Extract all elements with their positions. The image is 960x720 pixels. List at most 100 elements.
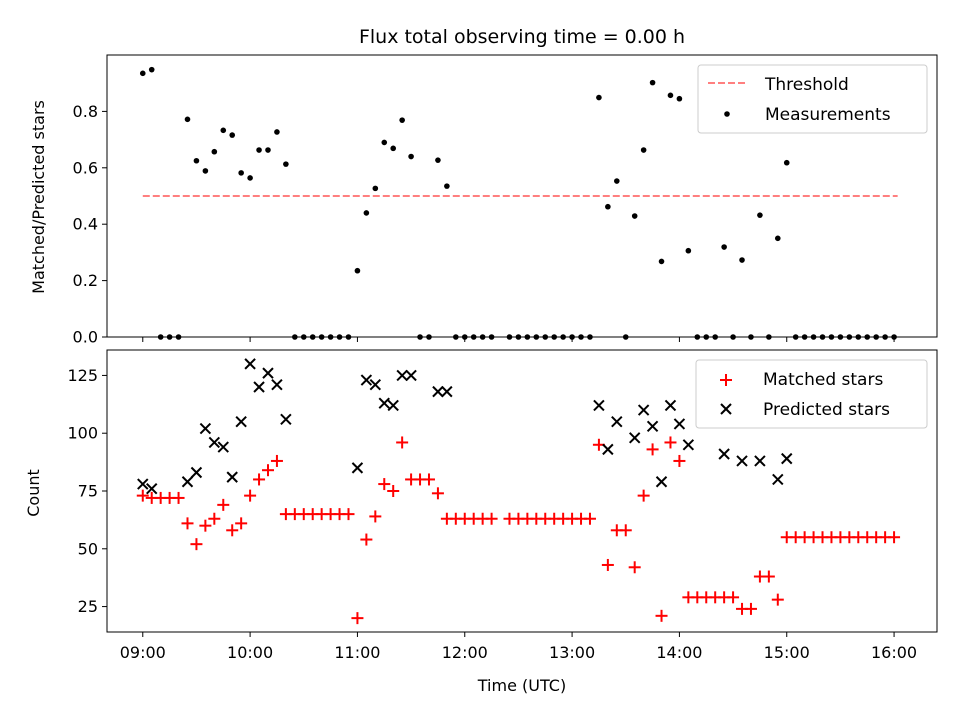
measurement-point	[363, 210, 370, 216]
matched-stars-point	[744, 602, 757, 615]
measurement-point	[372, 185, 379, 192]
bottom-axis-ticks: 09:00 10:00 11:00 12:00 13:00 14:00 15:00 16:00…	[67, 366, 917, 662]
predicted-stars-point	[593, 399, 605, 412]
matched-stars-point	[270, 454, 283, 467]
top-axis-ticks: 0.0 0.2 0.4 0.6 0.8	[73, 102, 895, 347]
bottom-x-axis-label: Time (UTC)	[477, 676, 566, 695]
measurement-point	[408, 153, 414, 160]
measurement-point	[139, 70, 146, 77]
predicted-stars-point	[781, 452, 793, 465]
legend-measurements-label: Measurements	[765, 105, 891, 125]
matched-stars-point	[190, 538, 203, 551]
predicted-stars-point	[226, 471, 238, 483]
measurement-point	[211, 148, 218, 155]
predicted-stars-point	[602, 443, 614, 456]
matched-stars-point	[217, 498, 230, 511]
legend-measurements-marker	[724, 111, 730, 117]
top-y-tick-label: 0.4	[73, 215, 98, 234]
matched-stars-point	[637, 489, 650, 502]
bottom-y-tick-label: 25	[78, 597, 98, 616]
predicted-stars-point	[682, 439, 695, 451]
matched-stars-point	[771, 593, 784, 606]
measurement-point	[283, 161, 289, 167]
matched-stars-point	[181, 517, 194, 530]
bottom-x-tick-label: 13:00	[549, 643, 595, 662]
predicted-stars-point	[217, 441, 229, 453]
measurement-point	[184, 116, 191, 123]
predicted-stars-point	[253, 381, 265, 393]
matched-stars-point	[646, 443, 659, 456]
bottom-y-tick-label: 50	[78, 539, 98, 558]
bottom-x-tick-label: 09:00	[120, 643, 166, 662]
matched-stars-point	[673, 454, 686, 467]
measurement-point	[390, 145, 397, 152]
predicted-stars-point	[235, 415, 247, 428]
predicted-stars-point	[718, 448, 730, 460]
predicted-stars-point	[208, 436, 221, 449]
measurement-point	[229, 132, 236, 138]
matched-stars-point	[664, 436, 677, 449]
matched-stars-point	[422, 473, 435, 486]
matched-stars-point	[485, 512, 498, 525]
top-y-tick-label: 0.0	[73, 328, 98, 347]
predicted-stars-point	[199, 422, 212, 435]
matched-stars-point	[378, 478, 391, 491]
predicted-stars-point	[736, 455, 748, 467]
measurement-point	[399, 117, 405, 123]
top-axes-frame	[106, 54, 938, 338]
bottom-y-tick-label: 125	[67, 366, 98, 385]
measurement-point	[631, 213, 638, 219]
measurement-point	[274, 129, 280, 135]
bottom-y-tick-label: 100	[67, 424, 98, 443]
bottom-legend-box	[695, 359, 928, 429]
matched-stars-point	[261, 464, 274, 477]
measurement-point	[614, 178, 620, 184]
predicted-stars-point	[628, 432, 641, 444]
measurement-point	[739, 257, 745, 263]
predicted-stars-point	[405, 369, 417, 382]
matched-stars-point	[628, 561, 641, 574]
measurement-point	[605, 203, 611, 210]
matched-stars-point	[244, 489, 257, 502]
matched-stars-point	[199, 519, 212, 532]
matched-stars-point	[431, 487, 444, 500]
matched-stars-point	[172, 491, 185, 504]
measurement-point	[354, 267, 361, 274]
matched-stars-point	[351, 612, 364, 625]
measurement-point	[649, 79, 656, 86]
measurement-point	[685, 247, 692, 254]
matched-stars-point	[387, 485, 400, 497]
matched-stars-point	[583, 512, 596, 525]
predicted-stars-point	[611, 415, 623, 428]
predicted-stars-point	[772, 473, 784, 486]
top-y-tick-label: 0.6	[73, 158, 98, 177]
measurement-point	[193, 157, 200, 164]
matched-stars-point	[253, 473, 266, 486]
matched-stars-point	[888, 531, 901, 544]
bottom-y-axis-label: Count	[24, 469, 43, 517]
predicted-stars-point	[262, 367, 274, 379]
bottom-x-tick-label: 12:00	[442, 643, 488, 662]
bottom-legend: Matched stars Predicted stars	[695, 359, 928, 429]
bottom-x-tick-label: 15:00	[764, 643, 810, 662]
predicted-stars-point	[432, 385, 444, 398]
top-legend: Threshold Measurements	[697, 64, 928, 134]
measurement-point	[238, 170, 244, 176]
legend-matched-marker	[720, 374, 732, 386]
predicted-stars-point	[146, 482, 158, 495]
matched-stars-point	[601, 558, 614, 571]
top-chart-title: Flux total observing time = 0.00 h	[359, 26, 685, 48]
measurement-point	[667, 92, 674, 99]
top-panel: Flux total observing time = 0.00 h Match…	[29, 26, 938, 347]
predicted-stars-point	[646, 420, 659, 432]
top-y-tick-label: 0.2	[73, 271, 98, 290]
measurement-point	[256, 147, 262, 153]
bottom-x-tick-label: 16:00	[871, 643, 917, 662]
legend-predicted-label: Predicted stars	[763, 400, 890, 420]
measurement-point	[721, 244, 727, 250]
predicted-stars-point	[351, 462, 364, 474]
matched-stars-point	[396, 436, 409, 449]
predicted-stars-point	[280, 413, 292, 426]
matched-stars-point	[235, 517, 248, 530]
